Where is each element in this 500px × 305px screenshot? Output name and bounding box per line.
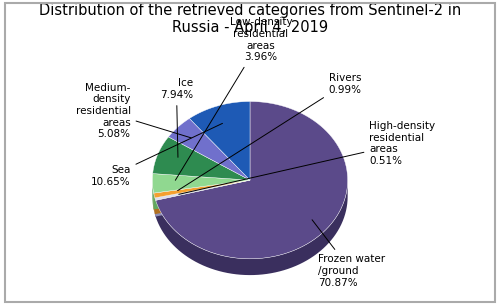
Polygon shape bbox=[154, 180, 250, 198]
Polygon shape bbox=[155, 180, 250, 214]
Text: Medium-
density
residential
areas
5.08%: Medium- density residential areas 5.08% bbox=[76, 83, 191, 139]
Text: Low-density
residential
areas
3.96%: Low-density residential areas 3.96% bbox=[176, 17, 292, 180]
Text: Frozen water
/ground
70.87%: Frozen water /ground 70.87% bbox=[312, 220, 385, 288]
Polygon shape bbox=[152, 174, 250, 193]
Polygon shape bbox=[154, 193, 155, 214]
Text: High-density
residential
areas
0.51%: High-density residential areas 0.51% bbox=[179, 121, 436, 194]
Polygon shape bbox=[154, 180, 250, 209]
Polygon shape bbox=[155, 198, 156, 217]
Polygon shape bbox=[190, 102, 250, 180]
Text: Sea
10.65%: Sea 10.65% bbox=[91, 124, 222, 187]
Polygon shape bbox=[156, 102, 348, 259]
Text: Ice
7.94%: Ice 7.94% bbox=[160, 78, 193, 157]
Polygon shape bbox=[156, 180, 250, 217]
Title: Distribution of the retrieved categories from Sentinel-2 in
Russia - April 4, 20: Distribution of the retrieved categories… bbox=[39, 3, 461, 35]
Polygon shape bbox=[152, 137, 250, 180]
Polygon shape bbox=[155, 180, 250, 200]
Polygon shape bbox=[154, 180, 250, 209]
Polygon shape bbox=[155, 180, 250, 214]
Polygon shape bbox=[152, 180, 154, 209]
Polygon shape bbox=[156, 180, 250, 217]
Text: Rivers
0.99%: Rivers 0.99% bbox=[178, 73, 362, 191]
Polygon shape bbox=[168, 118, 250, 180]
Polygon shape bbox=[156, 181, 348, 275]
